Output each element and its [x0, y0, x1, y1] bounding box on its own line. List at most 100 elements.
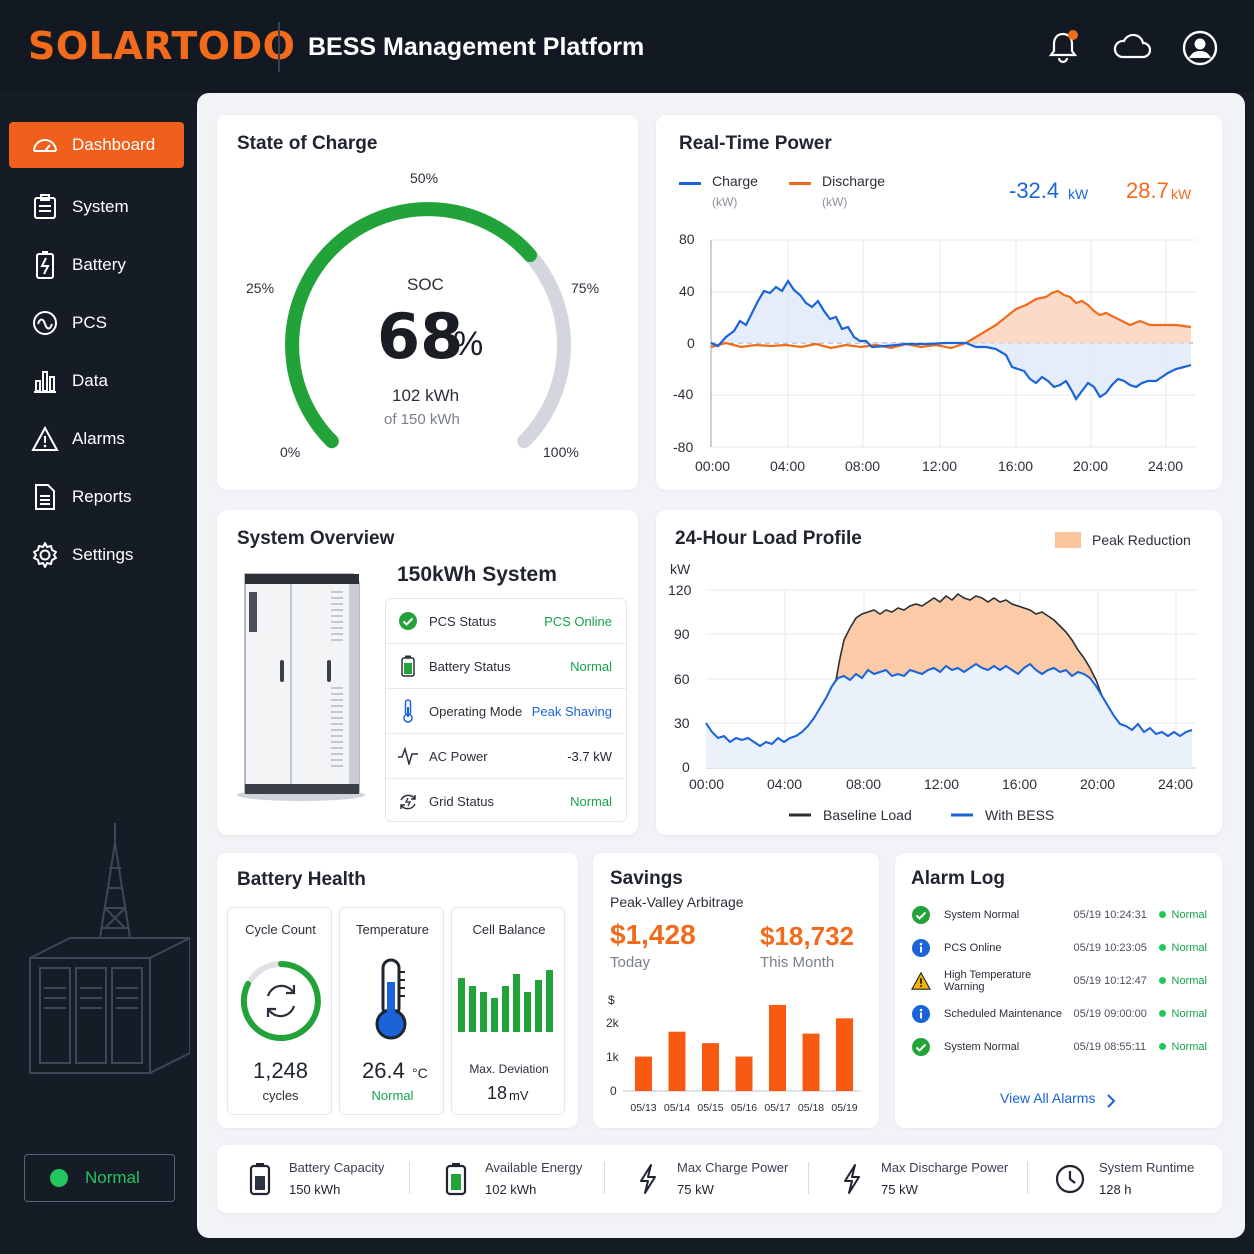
- legend-charge: Charge: [712, 173, 758, 189]
- savings-bar[interactable]: [836, 1018, 853, 1091]
- alarm-row[interactable]: PCS Online 05/19 10:23:05 Normal: [911, 931, 1207, 964]
- card-title: State of Charge: [237, 133, 378, 154]
- savings-today-value: $1,428: [610, 919, 696, 950]
- status-value: Normal: [570, 794, 612, 809]
- ac-wave-icon: [397, 745, 419, 767]
- status-value: Normal: [570, 658, 612, 674]
- savings-x-tick: 05/17: [764, 1102, 790, 1114]
- system-status-indicator[interactable]: Normal: [24, 1154, 175, 1202]
- alarm-status-label: Normal: [1171, 1040, 1207, 1053]
- alarm-time: 05/19 08:55:11: [1073, 1040, 1147, 1053]
- sidebar: Dashboard System Battery PCS Data Alarms…: [0, 92, 196, 1254]
- stat-system-runtime: System Runtime 128 h: [1055, 1145, 1194, 1213]
- x-tick: 16:00: [998, 458, 1034, 474]
- sidebar-item-alarms[interactable]: Alarms: [9, 416, 184, 462]
- legend-charge-unit: (kW): [712, 195, 738, 209]
- alarm-status: Normal: [1158, 975, 1207, 987]
- check-circle-icon: [911, 1037, 931, 1057]
- status-label: AC Power: [429, 748, 488, 764]
- warning-icon: [31, 425, 59, 453]
- charge-line: [710, 278, 1192, 402]
- status-label: Operating Mode: [429, 703, 523, 719]
- bell-icon[interactable]: [1044, 28, 1082, 66]
- sidebar-item-system[interactable]: System: [9, 184, 184, 230]
- alarm-name: System Normal: [944, 908, 1020, 921]
- bess-area: [706, 664, 1192, 768]
- cycle-value: 1,248: [252, 1058, 309, 1083]
- soc-energy: 102 kWh: [392, 386, 460, 405]
- load-profile-chart: [705, 589, 1196, 817]
- x-tick: 20:00: [1073, 458, 1109, 474]
- sidebar-item-label: Alarms: [72, 429, 125, 448]
- chart-gridlines: [711, 239, 1196, 448]
- card-title: System Overview: [237, 528, 395, 549]
- sidebar-item-reports[interactable]: Reports: [9, 474, 184, 520]
- y-tick: 30: [674, 715, 690, 731]
- cell-balance-card: Cell Balance Max. Deviation 18 mV: [451, 907, 565, 1115]
- soc-card: State of Charge 50% 25% 75% 0% 100% SOC …: [217, 115, 638, 490]
- top-header: SOLARTODO BESS Management Platform: [0, 0, 1254, 92]
- soc-tick-75: 75%: [571, 280, 600, 296]
- cycle-ring-icon: [240, 961, 321, 1041]
- stat-divider: [1027, 1162, 1028, 1194]
- report-document-icon: [31, 483, 59, 511]
- stats-bar: Battery Capacity 150 kWh Available Energy…: [217, 1145, 1222, 1213]
- savings-bar[interactable]: [802, 1033, 820, 1091]
- warning-icon: [911, 971, 931, 991]
- soc-tick-0: 0%: [280, 444, 301, 460]
- card-title: Savings: [610, 868, 683, 889]
- savings-bar[interactable]: [735, 1056, 753, 1091]
- user-icon[interactable]: [1180, 28, 1218, 66]
- temp-title: Temperature: [356, 922, 429, 937]
- legend-swatch-discharge: [789, 182, 811, 185]
- legend-discharge: Discharge: [822, 173, 886, 189]
- charge-value: -32.4: [1009, 178, 1060, 203]
- y-tick: 80: [679, 231, 695, 247]
- chevron-right-icon[interactable]: [1105, 1093, 1117, 1109]
- x-tick: 04:00: [767, 776, 803, 792]
- savings-bar[interactable]: [668, 1031, 686, 1091]
- status-value: PCS Online: [544, 613, 612, 629]
- savings-bar[interactable]: [769, 1004, 786, 1091]
- savings-x-tick: 05/18: [798, 1102, 824, 1114]
- cloud-icon[interactable]: [1112, 28, 1152, 66]
- status-table: PCS Status PCS Online Battery Status Nor…: [385, 598, 627, 822]
- soc-label: SOC: [407, 275, 444, 294]
- y-tick: -40: [673, 386, 694, 402]
- sidebar-item-label: PCS: [72, 313, 107, 332]
- x-tick: 16:00: [1002, 776, 1038, 792]
- sidebar-item-dashboard[interactable]: Dashboard: [9, 122, 184, 168]
- clock-icon: [1055, 1162, 1085, 1196]
- stat-value: 75 kW: [881, 1182, 918, 1197]
- alarm-row[interactable]: High Temperature Warning 05/19 10:12:47 …: [911, 964, 1207, 997]
- legend-swatch-charge: [679, 182, 701, 185]
- savings-bar[interactable]: [635, 1056, 652, 1091]
- status-label: PCS Status: [429, 613, 497, 629]
- sidebar-item-settings[interactable]: Settings: [9, 532, 184, 578]
- realtime-power-chart: [710, 239, 1196, 448]
- savings-today-label: Today: [610, 954, 651, 971]
- brand-logo[interactable]: SOLARTODO: [28, 24, 296, 68]
- view-all-alarms-link[interactable]: View All Alarms: [1000, 1090, 1096, 1106]
- status-dot: [50, 1169, 68, 1187]
- sidebar-item-data[interactable]: Data: [9, 358, 184, 404]
- status-row-ac-power[interactable]: AC Power -3.7 kW: [386, 734, 626, 779]
- x-tick: 24:00: [1148, 458, 1184, 474]
- with-bess-line: [705, 662, 1193, 748]
- alarm-row[interactable]: System Normal 05/19 10:24:31 Normal: [911, 898, 1207, 931]
- y-tick: 90: [674, 626, 690, 642]
- savings-bar[interactable]: [702, 1043, 719, 1091]
- status-value: Peak Shaving: [531, 703, 612, 719]
- alarm-row[interactable]: Scheduled Maintenance 05/19 09:00:00 Nor…: [911, 997, 1207, 1030]
- sidebar-item-pcs[interactable]: PCS: [9, 300, 184, 346]
- alarm-row[interactable]: System Normal 05/19 08:55:11 Normal: [911, 1030, 1207, 1063]
- sidebar-item-battery[interactable]: Battery: [9, 242, 184, 288]
- battery-charged-icon: [441, 1162, 471, 1196]
- status-row-battery[interactable]: Battery Status Normal: [386, 644, 626, 689]
- status-row-pcs[interactable]: PCS Status PCS Online: [386, 599, 626, 644]
- status-row-mode[interactable]: Operating Mode Peak Shaving: [386, 689, 626, 734]
- savings-subtitle: Peak-Valley Arbitrage: [610, 894, 744, 910]
- status-row-grid[interactable]: Grid Status Normal: [386, 779, 626, 824]
- x-tick: 00:00: [689, 776, 725, 792]
- system-overview-card: System Overview 150kWh System PCS Status…: [217, 510, 638, 835]
